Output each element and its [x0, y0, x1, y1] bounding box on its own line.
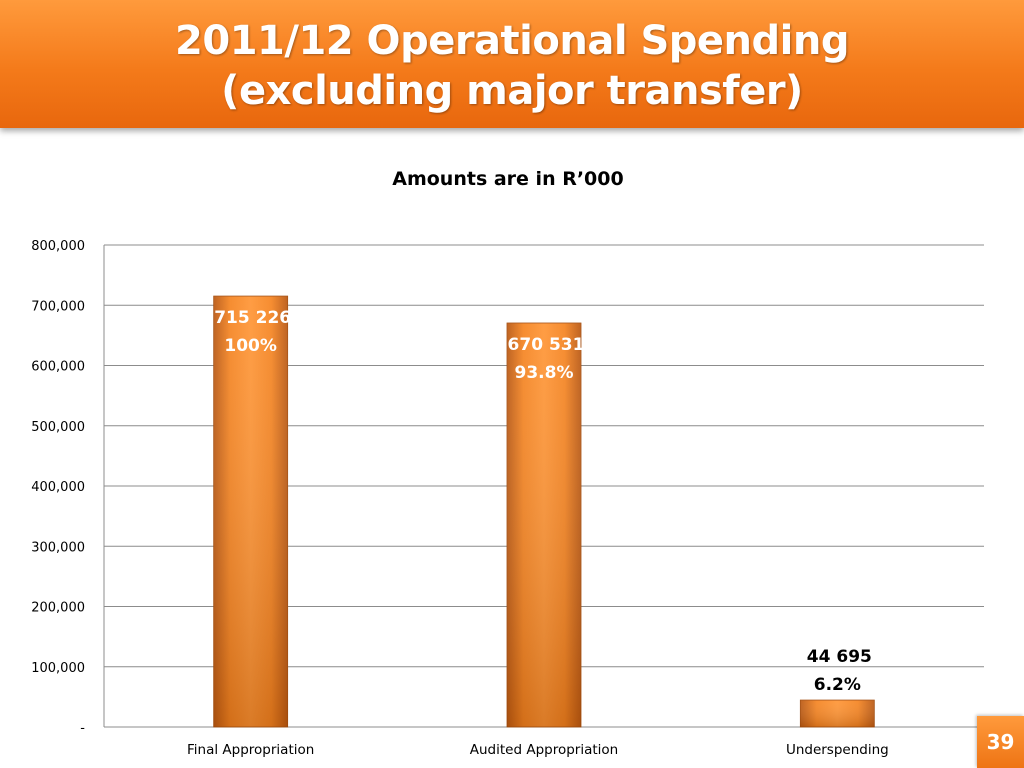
data-label-percent: 93.8%: [515, 363, 574, 383]
data-label-percent: 100%: [224, 336, 277, 356]
y-tick-label: -: [80, 721, 85, 736]
slide-title-line-1: 2011/12 Operational Spending: [175, 18, 849, 64]
y-tick-label: 800,000: [31, 239, 85, 254]
y-tick-label: 600,000: [31, 360, 85, 375]
data-label-amount: 715 226: [214, 308, 291, 328]
x-category-label: Underspending: [786, 742, 889, 758]
y-tick-label: 400,000: [31, 480, 85, 495]
y-tick-label: 200,000: [31, 601, 85, 616]
bar-shade: [800, 700, 875, 727]
x-category-label: Final Appropriation: [187, 742, 314, 758]
title-banner: 2011/12 Operational Spending (excluding …: [0, 0, 1024, 128]
y-tick-label: 700,000: [31, 299, 85, 314]
y-tick-label: 300,000: [31, 540, 85, 555]
data-label-percent: 6.2%: [814, 675, 861, 695]
bar-shade: [213, 296, 288, 727]
data-label-amount: 670 531: [508, 335, 585, 355]
bar-shade: [507, 323, 581, 727]
y-tick-label: 100,000: [31, 661, 85, 676]
x-category-label: Audited Appropriation: [470, 742, 618, 758]
chart-title: Amounts are in R’000: [392, 168, 624, 190]
data-label-amount: 44 695: [807, 647, 872, 667]
y-tick-label: 500,000: [31, 420, 85, 435]
slide-number: 39: [977, 716, 1024, 768]
slide-title-line-2: (excluding major transfer): [221, 68, 803, 114]
